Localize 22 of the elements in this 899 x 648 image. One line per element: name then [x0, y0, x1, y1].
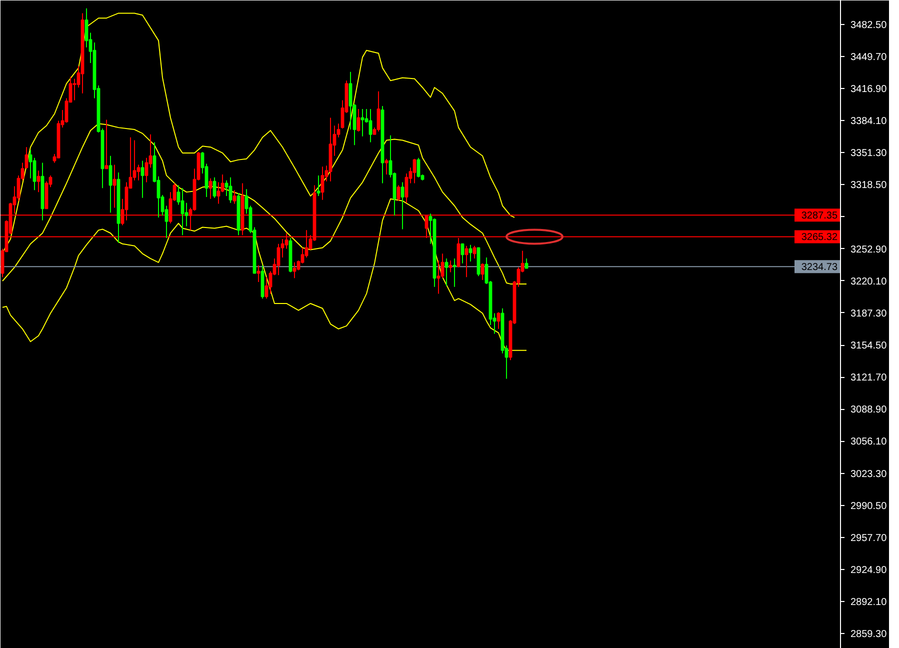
y-tick-label: 2990.50	[850, 500, 888, 512]
y-tick-label: 3187.30	[850, 308, 888, 320]
y-tick-label: 2924.90	[850, 564, 888, 576]
y-tick-label: 3121.70	[850, 372, 888, 384]
ref-line-label: 3234.73	[801, 262, 838, 274]
y-tick-label: 3351.30	[850, 148, 888, 160]
y-tick-label: 3056.10	[850, 436, 888, 448]
y-tick-label: 3449.70	[850, 52, 888, 64]
ref-line-label: 3265.32	[801, 232, 838, 244]
y-tick-label: 2859.30	[850, 629, 888, 640]
ref-line-label: 3287.35	[801, 210, 838, 222]
y-tick-label: 3416.90	[850, 84, 888, 96]
y-tick-label: 3220.10	[850, 276, 888, 288]
y-tick-label: 3318.50	[850, 180, 888, 192]
y-tick-label: 2892.10	[850, 596, 888, 608]
y-tick-label: 3088.90	[850, 404, 888, 416]
y-tick-label: 3384.10	[850, 116, 888, 128]
y-tick-label: 3154.50	[850, 340, 888, 352]
y-tick-label: 3482.50	[850, 20, 888, 31]
y-tick-label: 3023.30	[850, 468, 888, 480]
y-tick-label: 2957.70	[850, 532, 888, 544]
y-tick-label: 3252.90	[850, 244, 888, 256]
